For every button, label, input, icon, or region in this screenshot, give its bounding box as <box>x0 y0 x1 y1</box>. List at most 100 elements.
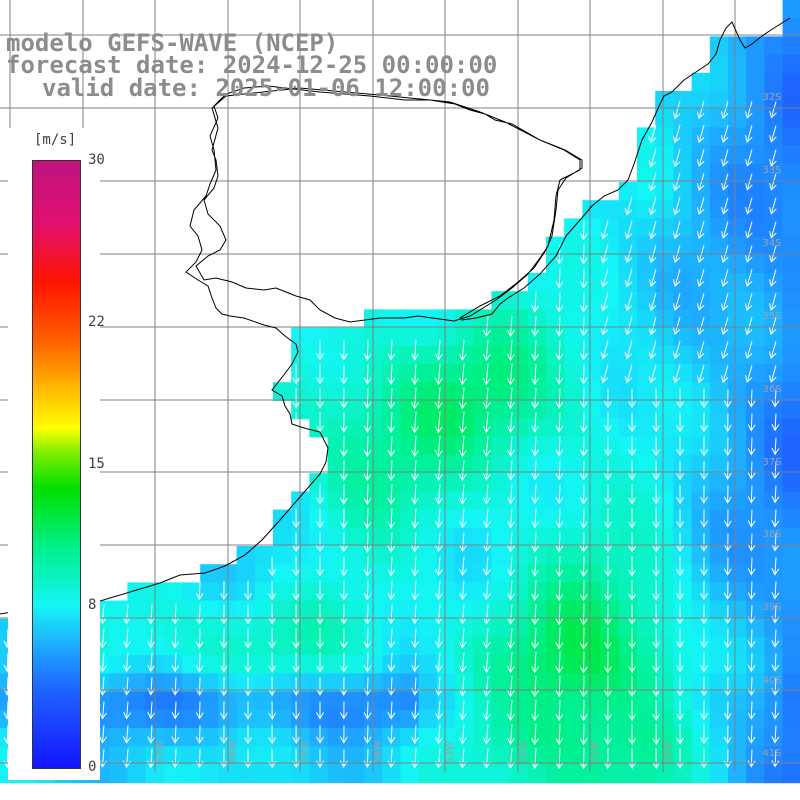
wind-speed-cell <box>455 673 474 693</box>
wind-speed-cell <box>709 273 729 292</box>
wind-speed-cell <box>728 764 747 784</box>
wind-arrow <box>363 340 372 361</box>
wind-speed-cell <box>455 418 474 438</box>
wind-arrow <box>628 556 637 577</box>
wind-speed-cell <box>637 382 656 401</box>
wind-speed-cell <box>309 364 329 383</box>
wind-speed-cell <box>473 709 492 729</box>
wind-arrow <box>771 413 780 432</box>
wind-speed-cell <box>673 418 693 438</box>
wind-speed-cell <box>455 564 474 583</box>
wind-arrow <box>531 651 540 674</box>
wind-speed-cell <box>564 345 583 365</box>
wind-speed-cell <box>655 182 674 201</box>
wind-arrow <box>672 100 681 120</box>
wind-arrow <box>600 268 609 288</box>
wind-speed-cell <box>728 345 747 365</box>
wind-speed-cell <box>673 382 693 401</box>
wind-speed-cell <box>655 618 674 638</box>
wind-speed-cell <box>709 582 729 602</box>
wind-arrow <box>507 556 515 577</box>
wind-arrow <box>696 269 705 288</box>
wind-arrow <box>579 364 588 385</box>
wind-arrow <box>721 173 729 191</box>
wind-speed-cell <box>637 691 656 711</box>
wind-arrow <box>507 460 515 481</box>
wind-arrow <box>652 675 661 697</box>
wind-speed-cell <box>728 273 747 292</box>
wind-arrow <box>648 364 657 384</box>
wind-speed-cell <box>473 637 492 656</box>
wind-speed-cell <box>709 163 729 183</box>
wind-arrow <box>652 652 661 673</box>
wind-arrow <box>652 580 661 601</box>
wind-speed-cell <box>509 291 529 310</box>
wind-arrow <box>676 628 685 649</box>
wind-arrow <box>316 532 324 553</box>
wind-speed-cell <box>582 455 602 474</box>
wind-speed-cell <box>254 691 274 711</box>
wind-speed-cell <box>564 546 583 565</box>
wind-arrow <box>555 268 564 289</box>
wind-speed-cell <box>418 546 438 565</box>
wind-arrow <box>482 700 491 721</box>
wind-speed-cell <box>728 709 747 729</box>
wind-arrow <box>723 676 732 697</box>
wind-arrow <box>747 676 756 696</box>
wind-speed-cell <box>782 436 800 456</box>
wind-speed-cell <box>709 764 729 784</box>
wind-arrow <box>506 651 515 674</box>
wind-arrow <box>603 651 612 674</box>
wind-speed-cell <box>582 273 602 292</box>
wind-arrow <box>745 173 753 191</box>
wind-speed-cell <box>709 236 729 256</box>
wind-arrow <box>339 652 348 673</box>
wind-speed-cell <box>309 764 329 784</box>
wind-speed-cell <box>291 673 310 693</box>
latitude-label: 32S <box>762 92 781 103</box>
wind-arrow <box>555 723 564 746</box>
wind-speed-cell <box>564 673 583 693</box>
wind-speed-cell <box>400 600 420 620</box>
wind-speed-cell <box>182 637 201 656</box>
wind-speed-cell <box>418 764 438 784</box>
wind-arrow <box>579 412 588 433</box>
wind-speed-cell <box>746 254 765 274</box>
wind-arrow <box>723 436 732 456</box>
wind-speed-cell <box>655 309 674 329</box>
wind-speed-cell <box>473 509 492 529</box>
wind-speed-cell <box>254 728 274 747</box>
wind-speed-cell <box>400 527 420 547</box>
wind-speed-cell <box>418 728 438 747</box>
wind-speed-cell <box>200 582 219 602</box>
wind-speed-cell <box>564 764 583 784</box>
wind-arrow <box>555 651 564 674</box>
wind-arrow <box>339 435 348 457</box>
wind-speed-cell <box>564 327 583 347</box>
wind-arrow <box>531 436 540 457</box>
latitude-label: 35S <box>762 311 781 322</box>
wind-speed-cell <box>473 618 492 638</box>
wind-speed-cell <box>637 709 656 729</box>
wind-speed-cell <box>200 600 219 620</box>
wind-arrow <box>507 580 515 601</box>
wind-speed-cell <box>637 637 656 656</box>
wind-speed-cell <box>254 564 274 583</box>
wind-arrow <box>434 604 443 625</box>
wind-arrow <box>747 652 756 673</box>
wind-arrow <box>458 411 467 434</box>
wind-arrow <box>316 604 324 625</box>
wind-speed-cell <box>582 691 602 711</box>
wind-arrow <box>628 412 637 433</box>
wind-speed-cell <box>291 527 310 547</box>
wind-speed-cell <box>400 564 420 583</box>
wind-arrow <box>624 220 633 240</box>
wind-speed-cell <box>527 364 547 383</box>
wind-speed-cell <box>436 491 456 511</box>
wind-arrow <box>98 628 107 649</box>
wind-arrow <box>363 725 372 744</box>
wind-speed-cell <box>309 546 329 565</box>
wind-speed-cell <box>345 582 365 602</box>
wind-speed-cell <box>546 527 565 547</box>
wind-speed-cell <box>655 473 674 492</box>
